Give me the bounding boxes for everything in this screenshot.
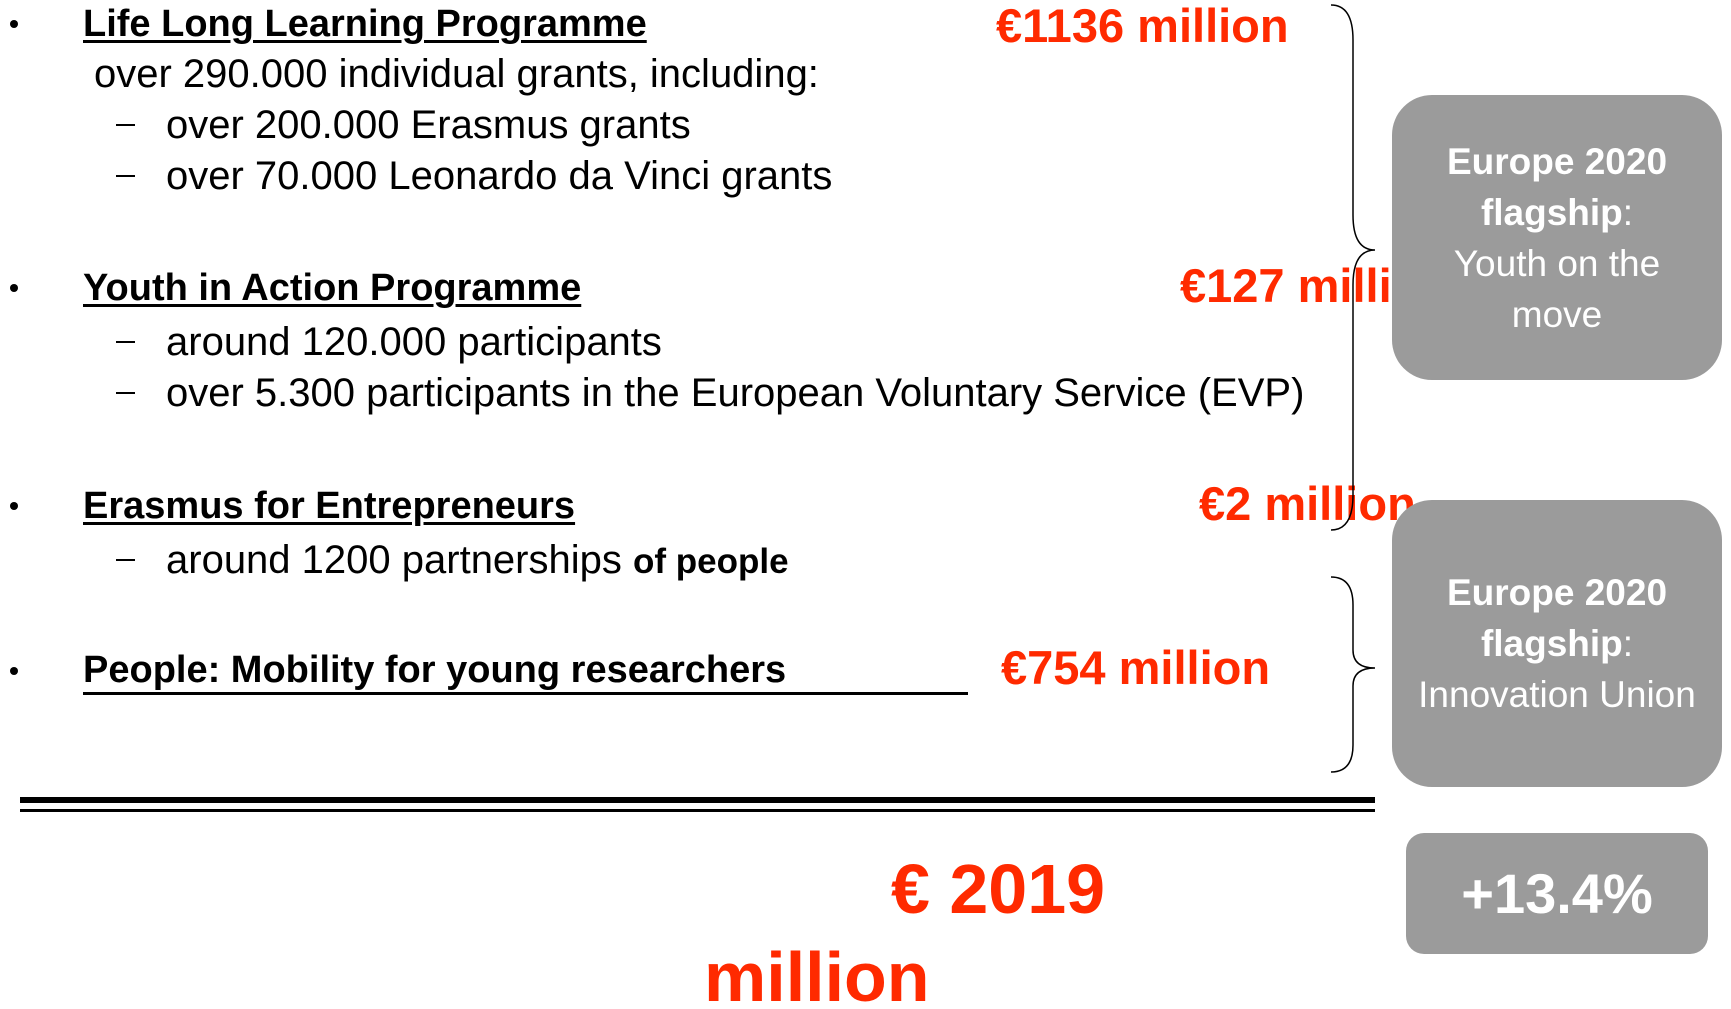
subitem: over 70.000 Leonardo da Vinci grants <box>166 154 833 198</box>
item-title: Erasmus for Entrepreneurs <box>83 485 576 527</box>
amount: €2 million <box>1199 477 1416 530</box>
bullet <box>10 502 18 510</box>
double-rule <box>20 809 1375 812</box>
flagship-name: Innovation Union <box>1418 674 1696 715</box>
item-title: People: Mobility for young researchers <box>83 648 968 695</box>
amount: €754 million <box>1001 641 1271 694</box>
amount: €1136 million <box>996 0 1289 52</box>
flagship-label-line: flagship: <box>1481 187 1633 238</box>
double-rule <box>20 797 1375 803</box>
dash <box>116 175 135 177</box>
subitem: over 5.300 participants in the European … <box>166 371 1305 415</box>
flagship-box: Europe 2020 flagship: Innovation Union <box>1392 500 1722 787</box>
dash <box>116 124 135 126</box>
subitem: around 1200 partnerships of people <box>166 537 789 585</box>
flagship-box: Europe 2020 flagship: Youth on the move <box>1392 95 1722 380</box>
subitem-bold: of people <box>633 542 789 581</box>
brace <box>1330 576 1376 773</box>
flagship-heading: Europe 2020 <box>1446 572 1668 613</box>
subitem-text: around 1200 partnerships <box>166 538 633 582</box>
flagship-label: flagship <box>1480 623 1623 664</box>
brace <box>1330 4 1376 531</box>
dash <box>116 341 135 343</box>
growth: +13.4% <box>1461 862 1653 925</box>
flagship-name: Youth on the move <box>1453 242 1661 335</box>
subitem: over 200.000 Erasmus grants <box>166 103 691 147</box>
subitem: around 120.000 participants <box>166 320 662 364</box>
item-title: Youth in Action Programme <box>83 267 582 309</box>
item-intro: over 290.000 individual grants, includin… <box>94 52 819 96</box>
dash <box>116 559 135 561</box>
flagship-label: flagship <box>1480 191 1623 233</box>
bullet <box>10 284 18 292</box>
flagship-heading: Europe 2020 <box>1446 140 1668 182</box>
flagship-label-line: flagship: <box>1481 618 1633 669</box>
item-title: Life Long Learning Programme <box>83 3 647 45</box>
dash <box>116 392 135 394</box>
flagship-separator: : <box>1622 191 1634 233</box>
total: € 2019 million <box>704 850 1106 1009</box>
bullet <box>10 667 18 675</box>
bullet <box>10 20 18 28</box>
growth-box: +13.4% <box>1406 833 1708 954</box>
flagship-separator: : <box>1622 623 1634 664</box>
